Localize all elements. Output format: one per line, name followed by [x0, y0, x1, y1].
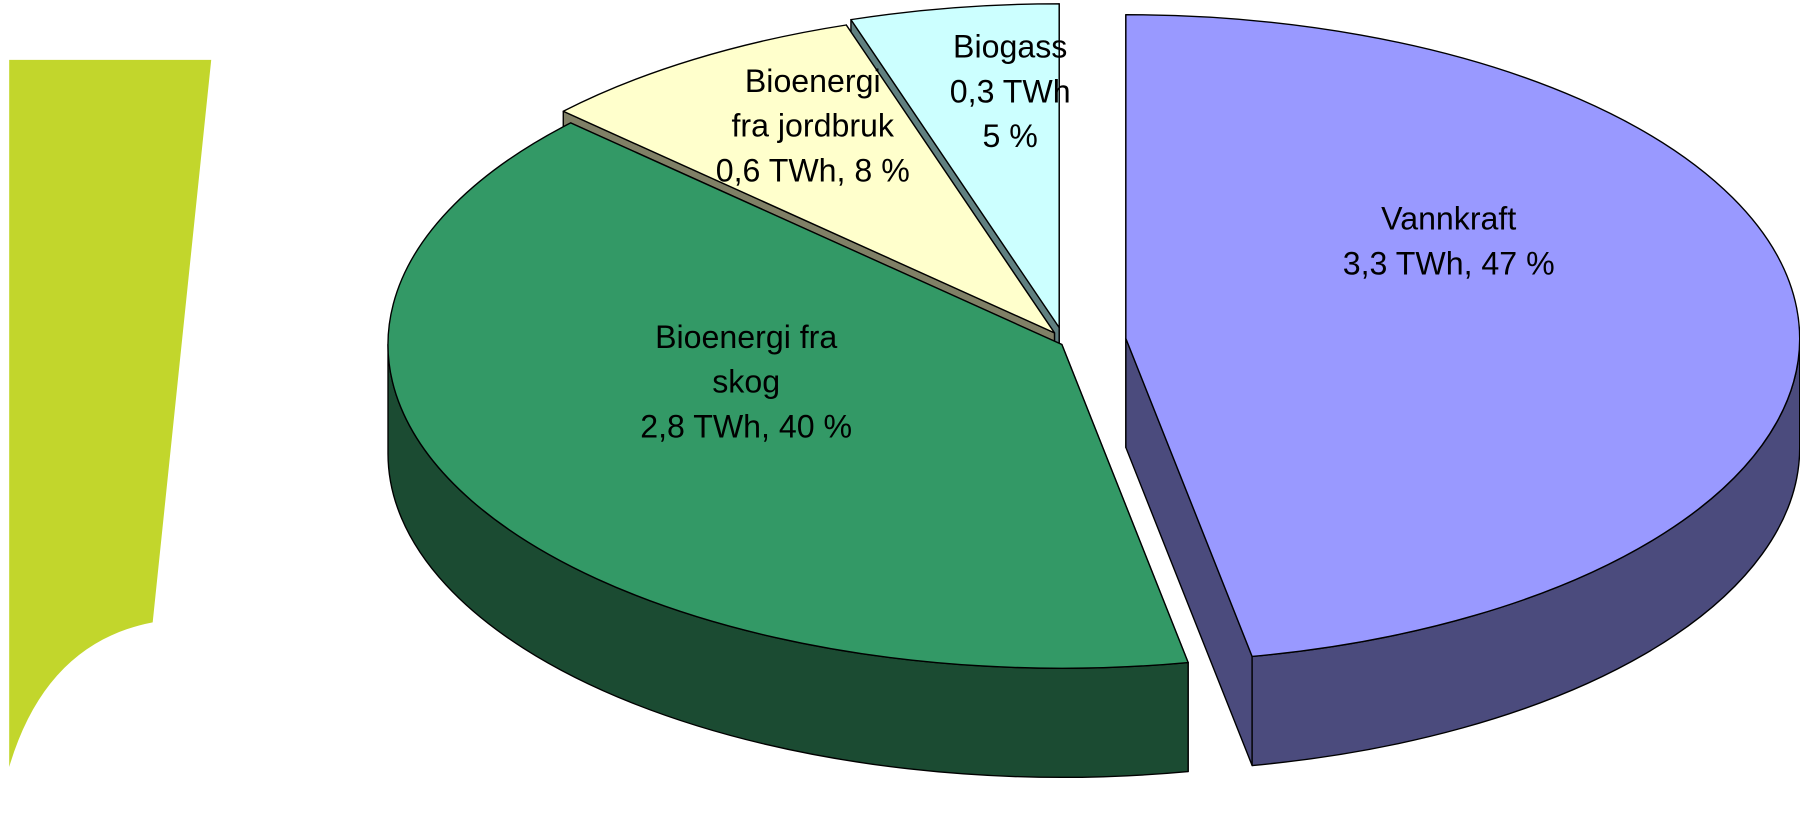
pie-slice: [562, 24, 1056, 334]
slice-category-label: Bioenergi fra skog: [655, 319, 837, 400]
slice-category-label: Vannkraft: [1381, 201, 1516, 237]
slice-value-label: 2,8 TWh, 40 %: [640, 408, 852, 444]
slice-category-label: Biogass: [953, 29, 1067, 65]
pie-slice: [387, 122, 1189, 669]
slice-category-label: Bioenergi fra jordbruk: [732, 63, 895, 144]
pie-labels: Vannkraft 3,3 TWh, 47 % Bioenergi fra skog 2…: [640, 29, 1554, 445]
decorative-shape: [9, 59, 212, 767]
slice-value-label: 0,6 TWh, 8 %: [716, 153, 910, 189]
pie-slice: [850, 3, 1060, 329]
pie-slice: [1125, 14, 1800, 658]
slice-value-label: 3,3 TWh, 47 %: [1343, 245, 1555, 281]
pie-tops: [387, 3, 1800, 669]
slice-value-label: 0,3 TWh 5 %: [950, 73, 1071, 154]
